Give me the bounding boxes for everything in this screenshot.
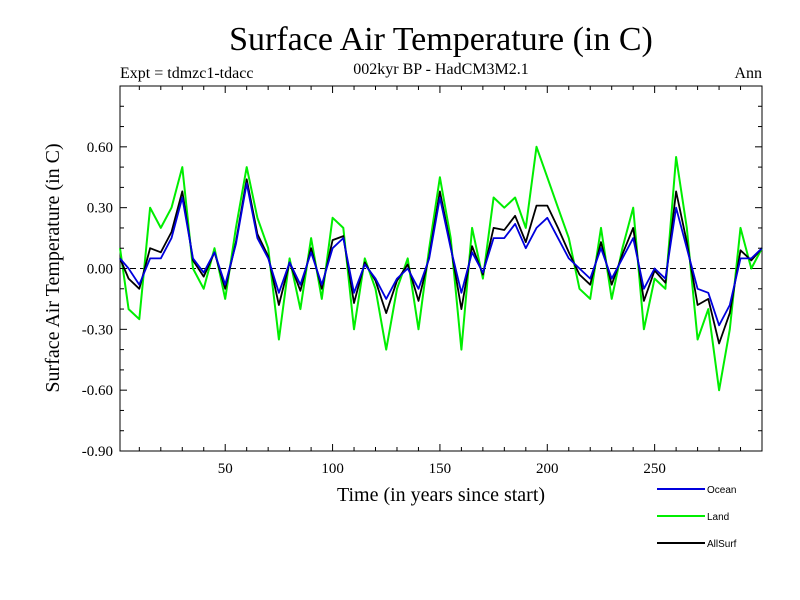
x-tick-label: 150 xyxy=(429,461,452,477)
legend-label-allsurf: AllSurf xyxy=(707,539,737,550)
period-label: Ann xyxy=(734,65,762,82)
y-tick-label: 0.30 xyxy=(87,201,113,217)
chart-title: Surface Air Temperature (in C) xyxy=(229,21,653,58)
chart-subtitle: 002kyr BP - HadCM3M2.1 xyxy=(353,61,528,78)
legend-label-land: Land xyxy=(707,512,729,523)
x-tick-label: 200 xyxy=(536,461,559,477)
x-tick-label: 100 xyxy=(321,461,344,477)
legend-label-ocean: Ocean xyxy=(707,485,736,496)
x-tick-label: 50 xyxy=(218,461,233,477)
expt-label: Expt = tdmzc1-tdacc xyxy=(120,65,253,82)
legend: Ocean Land AllSurf xyxy=(657,485,737,550)
series-line-ocean xyxy=(119,182,763,327)
x-tick-label: 250 xyxy=(643,461,666,477)
x-axis-label: Time (in years since start) xyxy=(337,484,545,506)
y-tick-label: 0.60 xyxy=(87,140,113,156)
series-line-land xyxy=(119,145,763,392)
y-tick-label: -0.30 xyxy=(82,322,113,338)
y-axis-label: Surface Air Temperature (in C) xyxy=(42,143,64,392)
y-tick-label: -0.90 xyxy=(82,444,113,460)
y-tick-label: 0.00 xyxy=(87,262,113,278)
series-line-allsurf xyxy=(119,178,763,345)
y-tick-label: -0.60 xyxy=(82,383,113,399)
